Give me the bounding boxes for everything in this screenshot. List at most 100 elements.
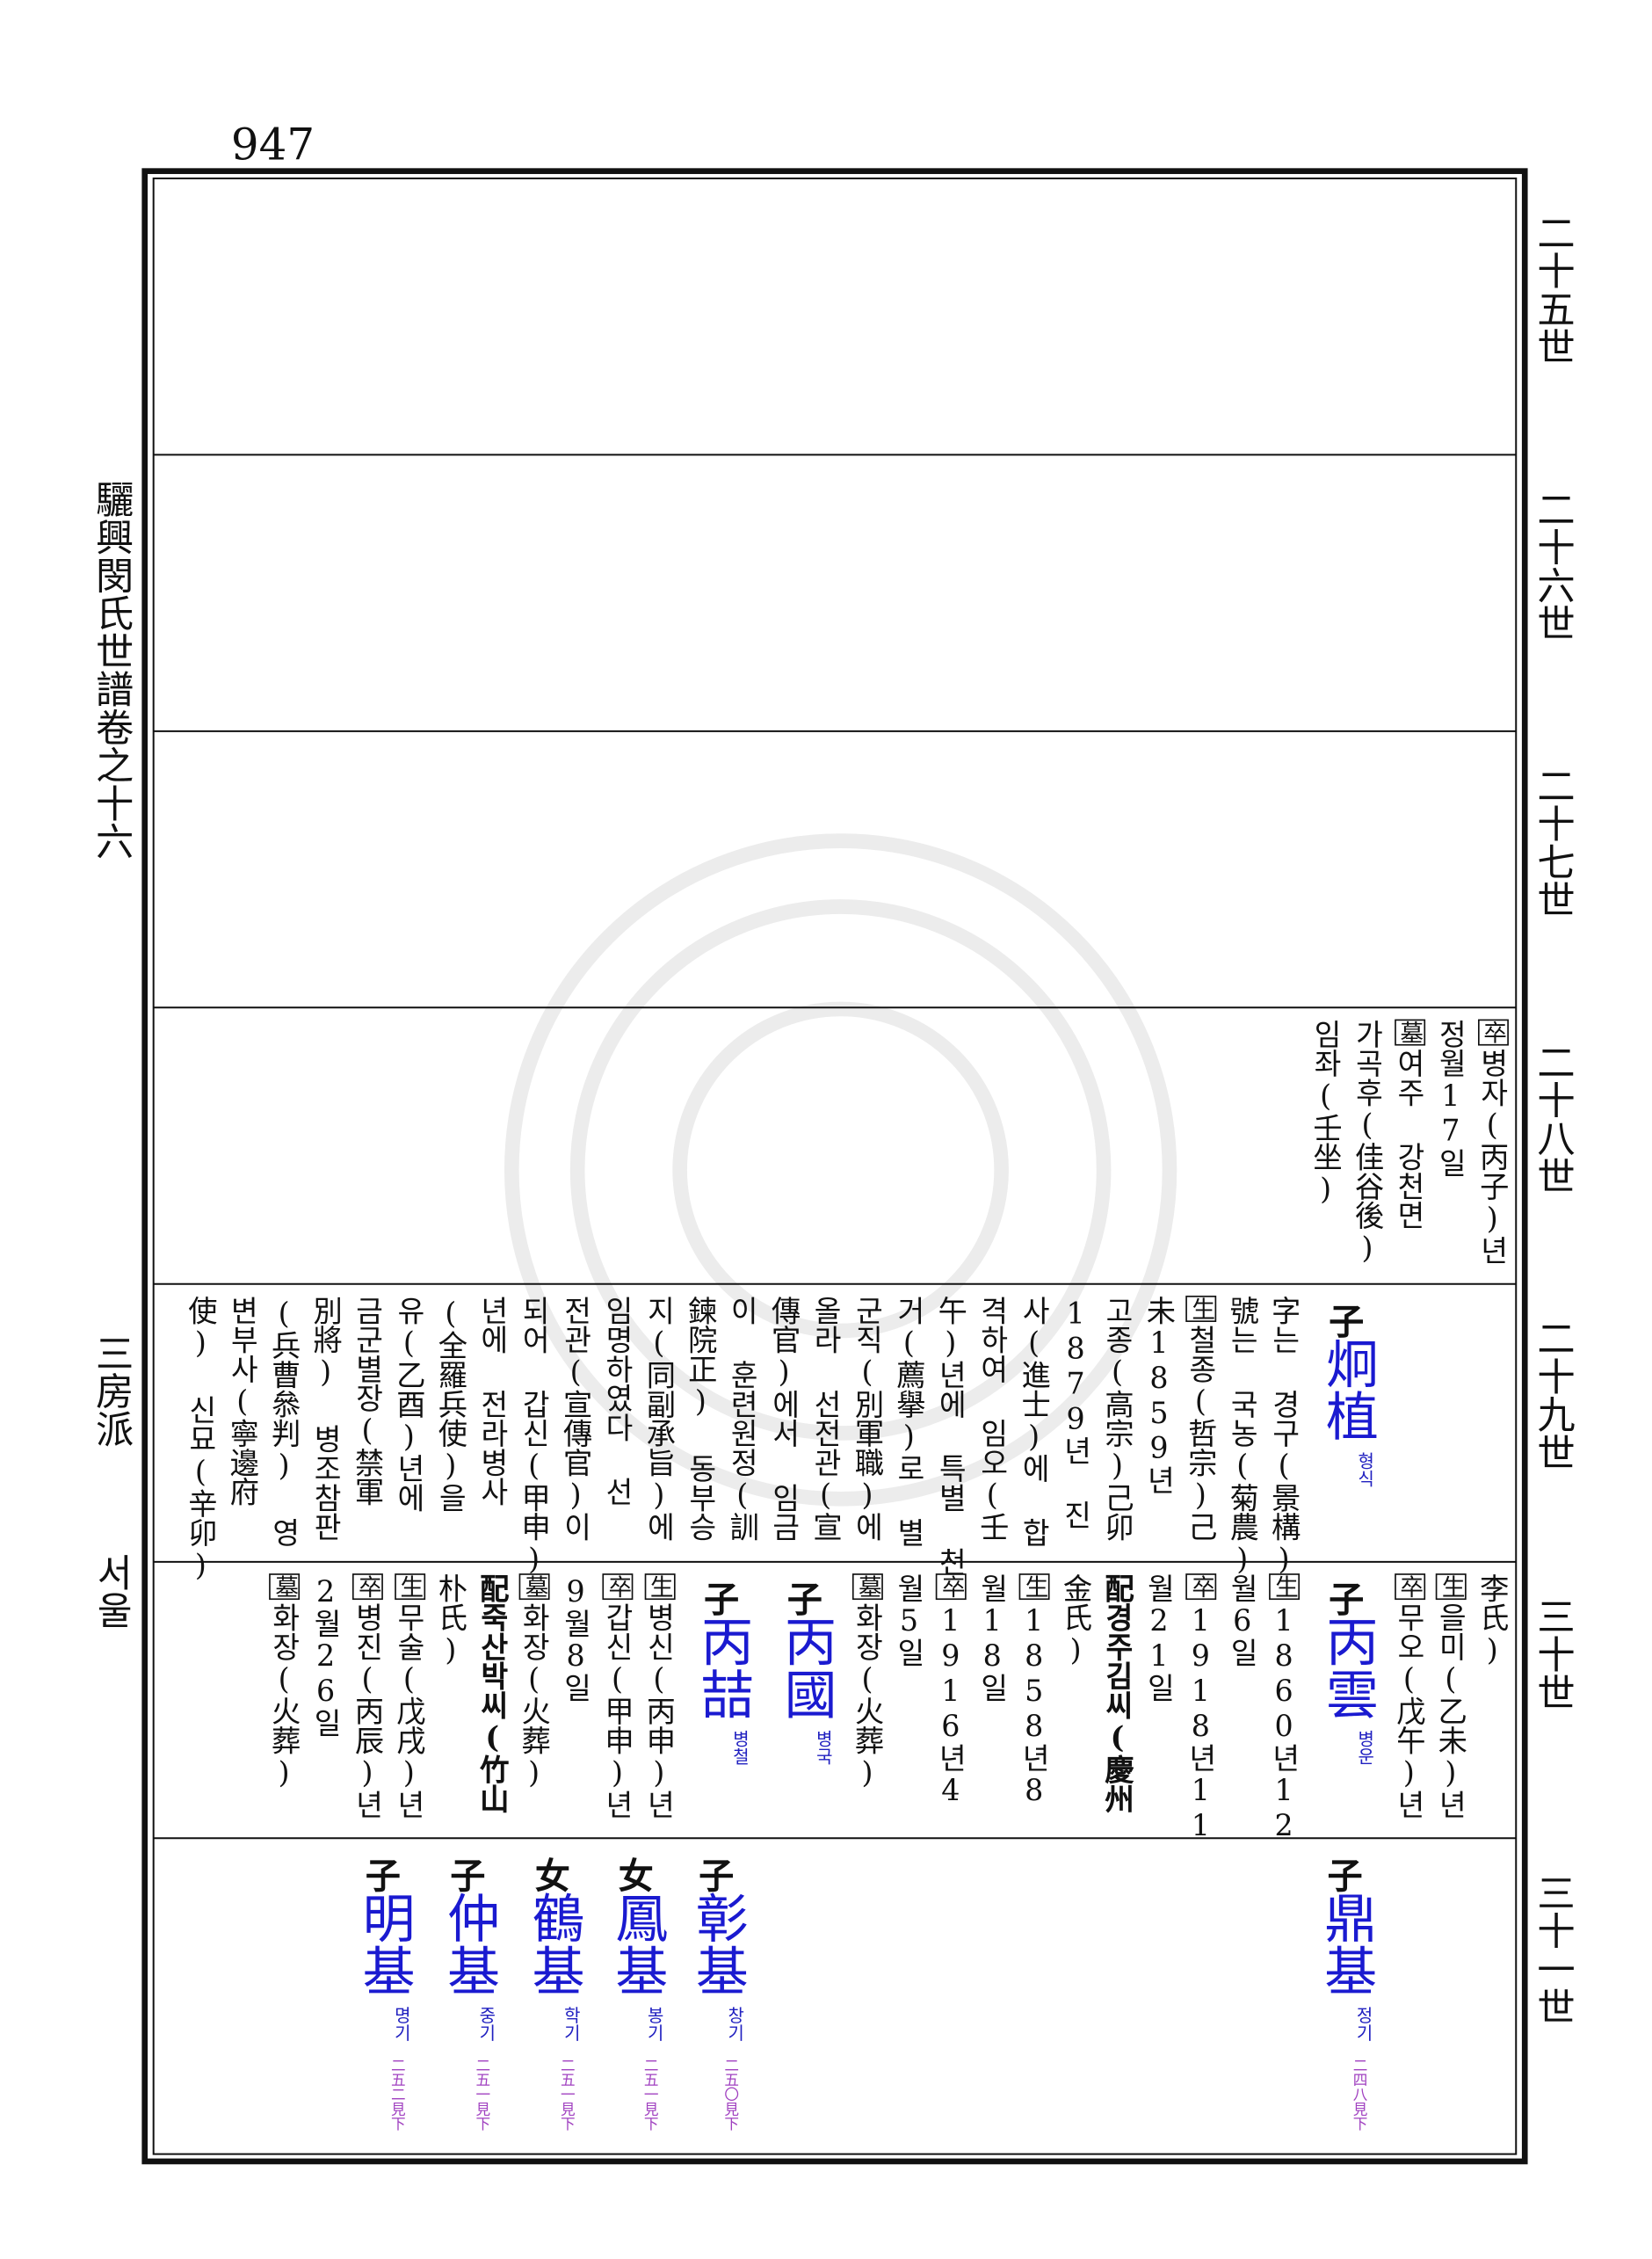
record-text: 號는 국농(菊農): [1224, 1296, 1260, 1577]
text-column: 墓화장(火葬): [513, 1573, 554, 1790]
text-column: 未1859년: [1139, 1296, 1180, 1494]
record-text: 금군별장(禁軍: [350, 1296, 385, 1507]
record-mark: 生: [1019, 1573, 1050, 1601]
generation-label: 二十七世: [1530, 766, 1575, 919]
text-column: 卒무오(戊午)년: [1388, 1573, 1430, 1820]
relation: 子: [704, 1578, 740, 1621]
record-mark: 卒: [1477, 1019, 1509, 1046]
text-column: 生병신(丙申)년: [639, 1573, 680, 1820]
text-column: 1879년 진: [1055, 1296, 1097, 1529]
text-column: 卒1918년11: [1180, 1573, 1221, 1842]
text-column: 변부사(寧邊府: [221, 1296, 263, 1507]
record-mark: 生: [644, 1573, 676, 1601]
inner-border: [152, 177, 1518, 2155]
record-text: 화장(火葬): [850, 1602, 885, 1790]
person-entry: 女鳳基 봉기 二五一見下: [606, 1838, 667, 2131]
text-column: 월5일: [888, 1573, 930, 1667]
text-column: 군직(別軍職)에: [847, 1296, 888, 1542]
record-text: 정월17일: [1432, 1019, 1468, 1178]
text-column: 墓화장(火葬): [847, 1573, 888, 1790]
relation: 女: [534, 1854, 570, 1897]
relation: 子: [450, 1854, 486, 1897]
branch: 三房派: [89, 1333, 134, 1449]
record-text: 未1859년: [1141, 1296, 1177, 1495]
text-column: 生을미(乙未)년: [1431, 1573, 1472, 1820]
text-column: 고종(高宗)己卯: [1097, 1296, 1138, 1542]
text-column: 生1858년8: [1013, 1573, 1054, 1807]
page-number: 947: [230, 120, 315, 171]
name-reading: 중기: [476, 2006, 497, 2042]
record-text: 무오(戊午)년: [1391, 1602, 1427, 1820]
person-name: 炯植: [1316, 1336, 1378, 1442]
relation: 子: [365, 1854, 401, 1897]
generation-label: 二十六世: [1530, 490, 1575, 643]
record-text: (全羅兵使)을: [432, 1296, 468, 1513]
text-column: 사(進士)에 합: [1013, 1296, 1054, 1547]
name-reading: 병운: [1355, 1730, 1376, 1766]
cross-reference: 二五〇見下: [721, 2057, 737, 2132]
text-column: (全羅兵使)을: [431, 1296, 472, 1512]
record-text: 임좌(壬坐): [1308, 1019, 1344, 1207]
record-text: 이 훈련원정(訓: [724, 1296, 760, 1542]
spouse-mark: 配: [475, 1573, 511, 1603]
record-text: 9월8일: [558, 1573, 594, 1703]
name-reading: 명기: [391, 2006, 413, 2042]
name-reading: 병철: [730, 1730, 751, 1766]
record-mark: 墓: [1394, 1019, 1425, 1046]
record-text: 무술(戊戌)년: [391, 1602, 427, 1820]
record-text: 갑신(甲申)년: [599, 1602, 635, 1820]
text-column: 生 철종(哲宗)己: [1180, 1296, 1221, 1542]
person-entry: 子明基 명기 二五二見下: [354, 1838, 414, 2131]
person-entry: 子丙國 병국: [776, 1562, 836, 1838]
record-mark: 卒: [936, 1573, 967, 1601]
record-text: 화장(火葬): [266, 1602, 302, 1790]
record-text: 1918년11: [1183, 1602, 1219, 1843]
relation: 子: [699, 1854, 735, 1897]
person-entry: 子彰基 창기 二五〇見下: [687, 1838, 747, 2131]
watermark: [504, 833, 1177, 1507]
relation: 女: [618, 1854, 654, 1897]
record-text: 鍊院正) 동부승: [683, 1296, 719, 1542]
text-column: 字는 경구(景構): [1264, 1296, 1305, 1576]
record-text: 1916년4: [932, 1602, 968, 1808]
text-column: 鍊院正) 동부승: [680, 1296, 721, 1542]
generation-label: 二十九世: [1530, 1318, 1575, 1471]
book-title: 驪興閔氏世譜卷之十六: [89, 479, 134, 861]
cross-reference: 二五一見下: [640, 2057, 657, 2132]
name-reading: 형식: [1355, 1452, 1376, 1487]
person-name: 丙喆: [692, 1614, 752, 1720]
record-text: 사(進士)에 합: [1016, 1296, 1052, 1548]
record-mark: 卒: [1394, 1573, 1425, 1601]
text-column: 朴氏): [431, 1573, 472, 1667]
cross-reference: 二五一見下: [556, 2057, 574, 2132]
text-column: 墓여주 강천면: [1388, 1019, 1430, 1231]
text-column: 2월26일: [305, 1573, 346, 1737]
text-column: 가곡후(佳谷後): [1347, 1020, 1388, 1266]
text-column: 월21일: [1139, 1573, 1180, 1702]
person-entry: 子仲基 중기 二五一見下: [438, 1838, 499, 2131]
person-name: 鳳基: [606, 1891, 667, 1996]
record-text: 월6일: [1224, 1573, 1260, 1667]
text-column: 生1860년12: [1264, 1573, 1305, 1842]
text-column: 유(乙酉)년에: [388, 1296, 430, 1512]
text-column: 傳官)에서 임금: [764, 1296, 805, 1542]
text-column: 配죽산박씨(竹山: [472, 1573, 513, 1813]
text-column: 卒병진(丙辰)년: [347, 1573, 388, 1820]
record-text: (兵曹叅判) 영: [266, 1296, 302, 1548]
text-column: 卒1916년4: [931, 1573, 972, 1807]
row-lines: [153, 454, 1517, 1840]
record-text: 가곡후(佳谷後): [1350, 1019, 1385, 1266]
name-reading: 창기: [725, 2006, 746, 2042]
record-text: 죽산박씨(竹山: [475, 1602, 511, 1813]
text-column: 지(同副承旨)에: [639, 1296, 680, 1542]
record-text: 고종(高宗)己卯: [1099, 1296, 1135, 1542]
record-text: 여주 강천면: [1391, 1048, 1427, 1231]
record-text: 字는 경구(景構): [1266, 1296, 1302, 1577]
person-name: 仲基: [438, 1891, 499, 1996]
person-name: 丙雲: [1316, 1614, 1378, 1720]
text-column: 임좌(壬坐): [1305, 1020, 1346, 1207]
relation: 子: [786, 1578, 822, 1621]
record-mark: 卒: [352, 1573, 384, 1601]
